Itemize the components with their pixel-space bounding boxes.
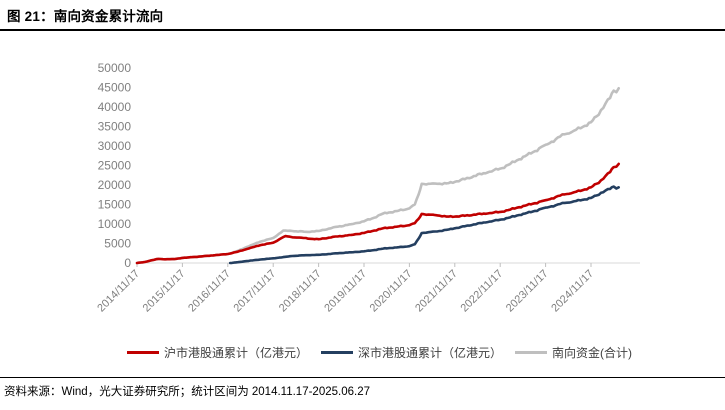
x-tick-label: 2017/11/17	[231, 268, 278, 315]
x-tick-label: 2020/11/17	[368, 268, 415, 315]
sh-cumulative-line	[135, 162, 621, 265]
legend-label-sz: 深市港股通累计（亿港元）	[358, 346, 503, 360]
footer-divider	[0, 377, 725, 378]
x-tick-label: 2021/11/17	[413, 268, 460, 315]
y-tick-label: 10000	[98, 217, 132, 231]
x-tick-label: 2018/11/17	[277, 268, 324, 315]
y-tick-label: 0	[124, 256, 131, 270]
x-tick-label: 2014/11/17	[95, 268, 142, 315]
sz-cumulative-line	[228, 185, 621, 265]
navy-line-icon	[321, 351, 353, 354]
x-tick-label: 2016/11/17	[186, 268, 233, 315]
legend-item-sz: 深市港股通累计（亿港元）	[321, 344, 502, 361]
x-tick-label: 2022/11/17	[458, 268, 505, 315]
x-tick-label: 2019/11/17	[322, 268, 369, 315]
gray-line-icon	[515, 351, 548, 354]
y-tick-label: 50000	[98, 61, 132, 75]
legend-item-sh: 沪市港股通累计（亿港元）	[126, 344, 308, 361]
x-tick-label: 2024/11/17	[549, 268, 596, 315]
total-southbound-line	[135, 87, 621, 265]
y-tick-label: 20000	[98, 178, 132, 192]
x-tick-label: 2015/11/17	[141, 268, 188, 315]
y-tick-label: 30000	[98, 139, 132, 153]
legend-label-sh: 沪市港股通累计（亿港元）	[163, 346, 308, 360]
y-tick-label: 25000	[98, 159, 132, 173]
line-chart: 0 5000 10000 15000 20000 25000 30000 35000 40000…	[95, 61, 640, 315]
figure-title: 图 21：南向资金累计流向	[7, 9, 164, 24]
red-line-icon	[126, 351, 159, 354]
y-tick-label: 45000	[98, 81, 132, 95]
legend-item-total: 南向资金(合计)	[515, 344, 632, 361]
y-tick-label: 15000	[98, 198, 132, 212]
x-tick-label: 2023/11/17	[504, 268, 551, 315]
legend-label-total: 南向资金(合计)	[552, 346, 633, 360]
y-tick-label: 5000	[104, 237, 131, 251]
y-tick-label: 40000	[98, 100, 132, 114]
title-divider	[0, 29, 725, 31]
source-note: 资料来源：Wind，光大证券研究所；统计区间为 2014.11.17-2025.…	[4, 386, 370, 398]
chart-legend: 沪市港股通累计（亿港元） 深市港股通累计（亿港元） 南向资金(合计)	[0, 344, 725, 361]
y-tick-label: 35000	[98, 120, 132, 134]
